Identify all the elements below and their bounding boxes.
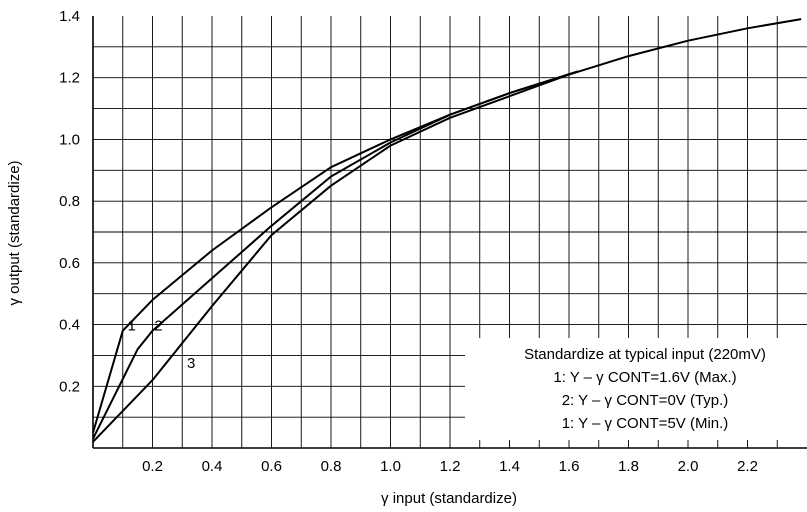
x-tick-label: 0.4 xyxy=(202,458,223,475)
y-tick-label: 0.2 xyxy=(59,378,80,395)
tick-labels: 0.2 0.4 0.6 0.8 1.0 1.2 1.4 1.6 1.8 2.0 2.2 0.2 0.4 0… xyxy=(59,8,758,475)
y-tick-label: 0.6 xyxy=(59,255,80,272)
series-label-1: 1 xyxy=(128,318,136,335)
annotation-box xyxy=(465,338,807,440)
annotation-line-2: 2: Y – γ CONT=0V (Typ.) xyxy=(562,392,729,409)
x-tick-label: 1.0 xyxy=(380,458,401,475)
series-line-2 xyxy=(92,70,579,440)
y-tick-label: 1.4 xyxy=(59,8,80,25)
x-tick-label: 2.2 xyxy=(737,458,758,475)
axes-frame xyxy=(92,16,807,449)
x-tick-label: 1.6 xyxy=(559,458,580,475)
y-tick-label: 0.8 xyxy=(59,193,80,210)
series-label-3: 3 xyxy=(187,355,195,372)
x-tick-label: 0.8 xyxy=(321,458,342,475)
annotation-line-3: 1: Y – γ CONT=5V (Min.) xyxy=(562,415,729,432)
x-tick-label: 0.2 xyxy=(142,458,163,475)
y-tick-label: 1.2 xyxy=(59,70,80,87)
x-tick-label: 1.2 xyxy=(440,458,461,475)
x-tick-label: 1.8 xyxy=(618,458,639,475)
x-tick-label: 0.6 xyxy=(261,458,282,475)
series-line-3 xyxy=(92,18,802,443)
y-axis-label: γ output (standardize) xyxy=(6,160,23,305)
x-axis-label: γ input (standardize) xyxy=(381,490,517,507)
x-tick-label: 1.4 xyxy=(499,458,520,475)
x-tick-label: 2.0 xyxy=(678,458,699,475)
annotation-line-1: 1: Y – γ CONT=1.6V (Max.) xyxy=(553,369,736,386)
y-tick-label: 1.0 xyxy=(59,131,80,148)
annotation: Standardize at typical input (220mV) 1: … xyxy=(524,346,766,432)
curves: 1 2 3 xyxy=(92,18,802,443)
series-label-2: 2 xyxy=(154,318,162,335)
y-tick-label: 0.4 xyxy=(59,317,80,334)
annotation-line-0: Standardize at typical input (220mV) xyxy=(524,346,766,363)
